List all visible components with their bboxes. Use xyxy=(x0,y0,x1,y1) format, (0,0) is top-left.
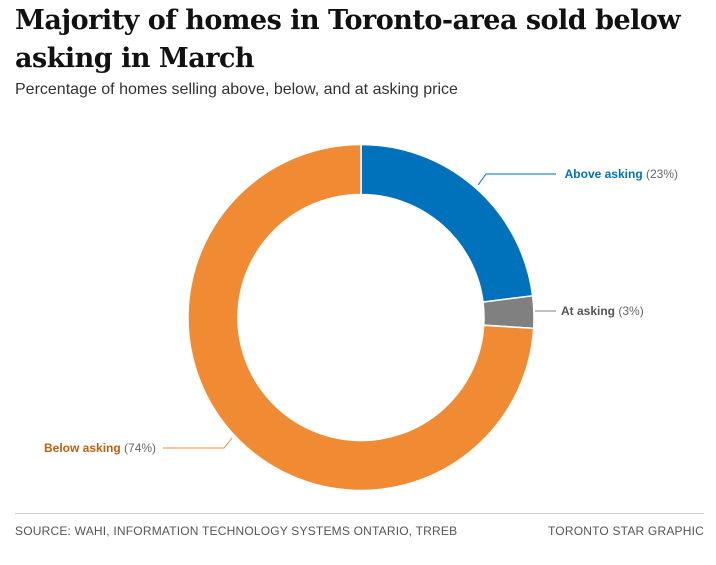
donut-slices xyxy=(187,143,535,492)
leader-line xyxy=(477,173,556,186)
slice-labels: Above asking (23%) At asking (3%) Below as… xyxy=(44,167,678,455)
slice-label: At asking (3%) xyxy=(561,304,644,318)
slice-label: Above asking (23%) xyxy=(565,167,678,181)
leader-line xyxy=(163,437,233,449)
footer: SOURCE: WAHI, INFORMATION TECHNOLOGY SYS… xyxy=(15,513,704,538)
slice-below-asking xyxy=(187,143,535,492)
chart-subtitle: Percentage of homes selling above, below… xyxy=(15,81,458,98)
donut-chart: Above asking (23%) At asking (3%) Below as… xyxy=(44,143,678,492)
slice-above-asking xyxy=(360,143,534,303)
slice-at-asking xyxy=(482,294,535,330)
chart-title: Majority of homes in Toronto-area sold b… xyxy=(15,5,681,74)
slice-label: Below asking (74%) xyxy=(44,441,156,455)
credit-note: TORONTO STAR GRAPHIC xyxy=(547,524,704,538)
source-note: SOURCE: WAHI, INFORMATION TECHNOLOGY SYS… xyxy=(15,524,458,538)
